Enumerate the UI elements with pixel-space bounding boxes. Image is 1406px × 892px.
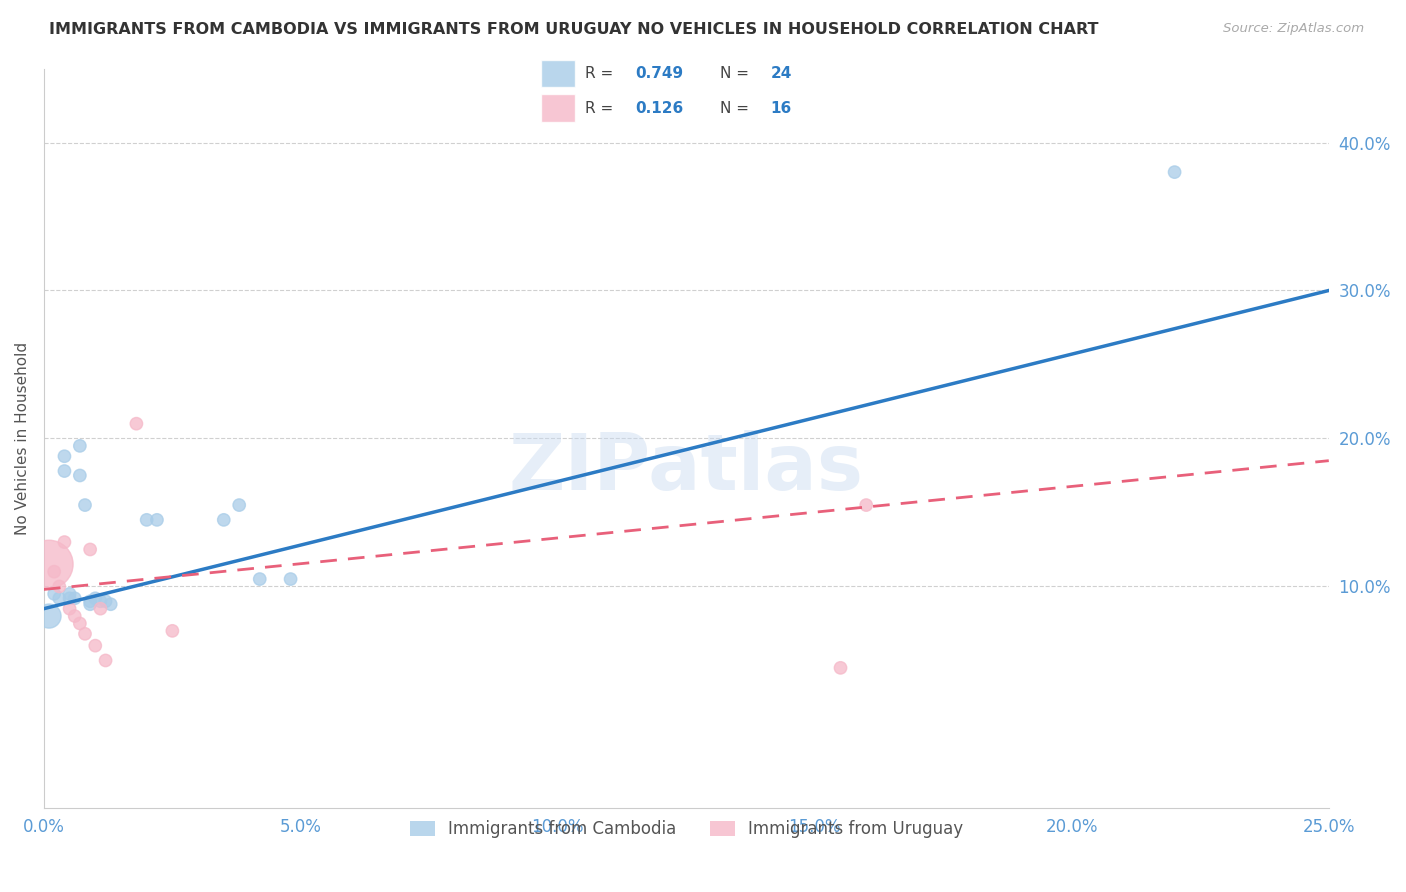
Point — [249, 572, 271, 586]
Text: ZIPatlas: ZIPatlas — [509, 430, 863, 506]
Y-axis label: No Vehicles in Household: No Vehicles in Household — [15, 342, 30, 535]
Point — [44, 565, 66, 579]
Point — [48, 591, 70, 606]
Point — [830, 661, 852, 675]
Point — [228, 498, 250, 512]
Text: N =: N = — [720, 66, 749, 81]
Point — [1163, 165, 1185, 179]
Text: 0.126: 0.126 — [636, 101, 683, 116]
Point — [38, 558, 60, 572]
Point — [94, 594, 117, 608]
Point — [53, 535, 76, 549]
Point — [69, 468, 91, 483]
Text: IMMIGRANTS FROM CAMBODIA VS IMMIGRANTS FROM URUGUAY NO VEHICLES IN HOUSEHOLD COR: IMMIGRANTS FROM CAMBODIA VS IMMIGRANTS F… — [49, 22, 1098, 37]
Point — [94, 653, 117, 667]
Point — [855, 498, 877, 512]
Point — [135, 513, 157, 527]
Point — [162, 624, 184, 638]
Legend: Immigrants from Cambodia, Immigrants from Uruguay: Immigrants from Cambodia, Immigrants fro… — [404, 814, 970, 845]
Point — [44, 587, 66, 601]
Point — [280, 572, 302, 586]
Point — [58, 587, 80, 601]
Text: N =: N = — [720, 101, 749, 116]
Point — [89, 601, 111, 615]
Point — [84, 591, 107, 606]
Point — [146, 513, 169, 527]
Text: 24: 24 — [770, 66, 792, 81]
Point — [89, 594, 111, 608]
Point — [212, 513, 235, 527]
Point — [53, 464, 76, 478]
Text: R =: R = — [585, 66, 613, 81]
Point — [79, 597, 101, 611]
Point — [79, 594, 101, 608]
Point — [84, 639, 107, 653]
Text: R =: R = — [585, 101, 613, 116]
Text: 16: 16 — [770, 101, 792, 116]
Point — [63, 609, 86, 624]
FancyBboxPatch shape — [541, 95, 575, 122]
Point — [58, 591, 80, 606]
Point — [38, 609, 60, 624]
Point — [69, 616, 91, 631]
Point — [53, 449, 76, 463]
Point — [73, 498, 96, 512]
Point — [125, 417, 148, 431]
Point — [63, 591, 86, 606]
Point — [100, 597, 122, 611]
Text: Source: ZipAtlas.com: Source: ZipAtlas.com — [1223, 22, 1364, 36]
Point — [73, 627, 96, 641]
Text: 0.749: 0.749 — [636, 66, 683, 81]
Point — [69, 439, 91, 453]
Point — [58, 601, 80, 615]
Point — [79, 542, 101, 557]
FancyBboxPatch shape — [541, 60, 575, 87]
Point — [48, 579, 70, 593]
